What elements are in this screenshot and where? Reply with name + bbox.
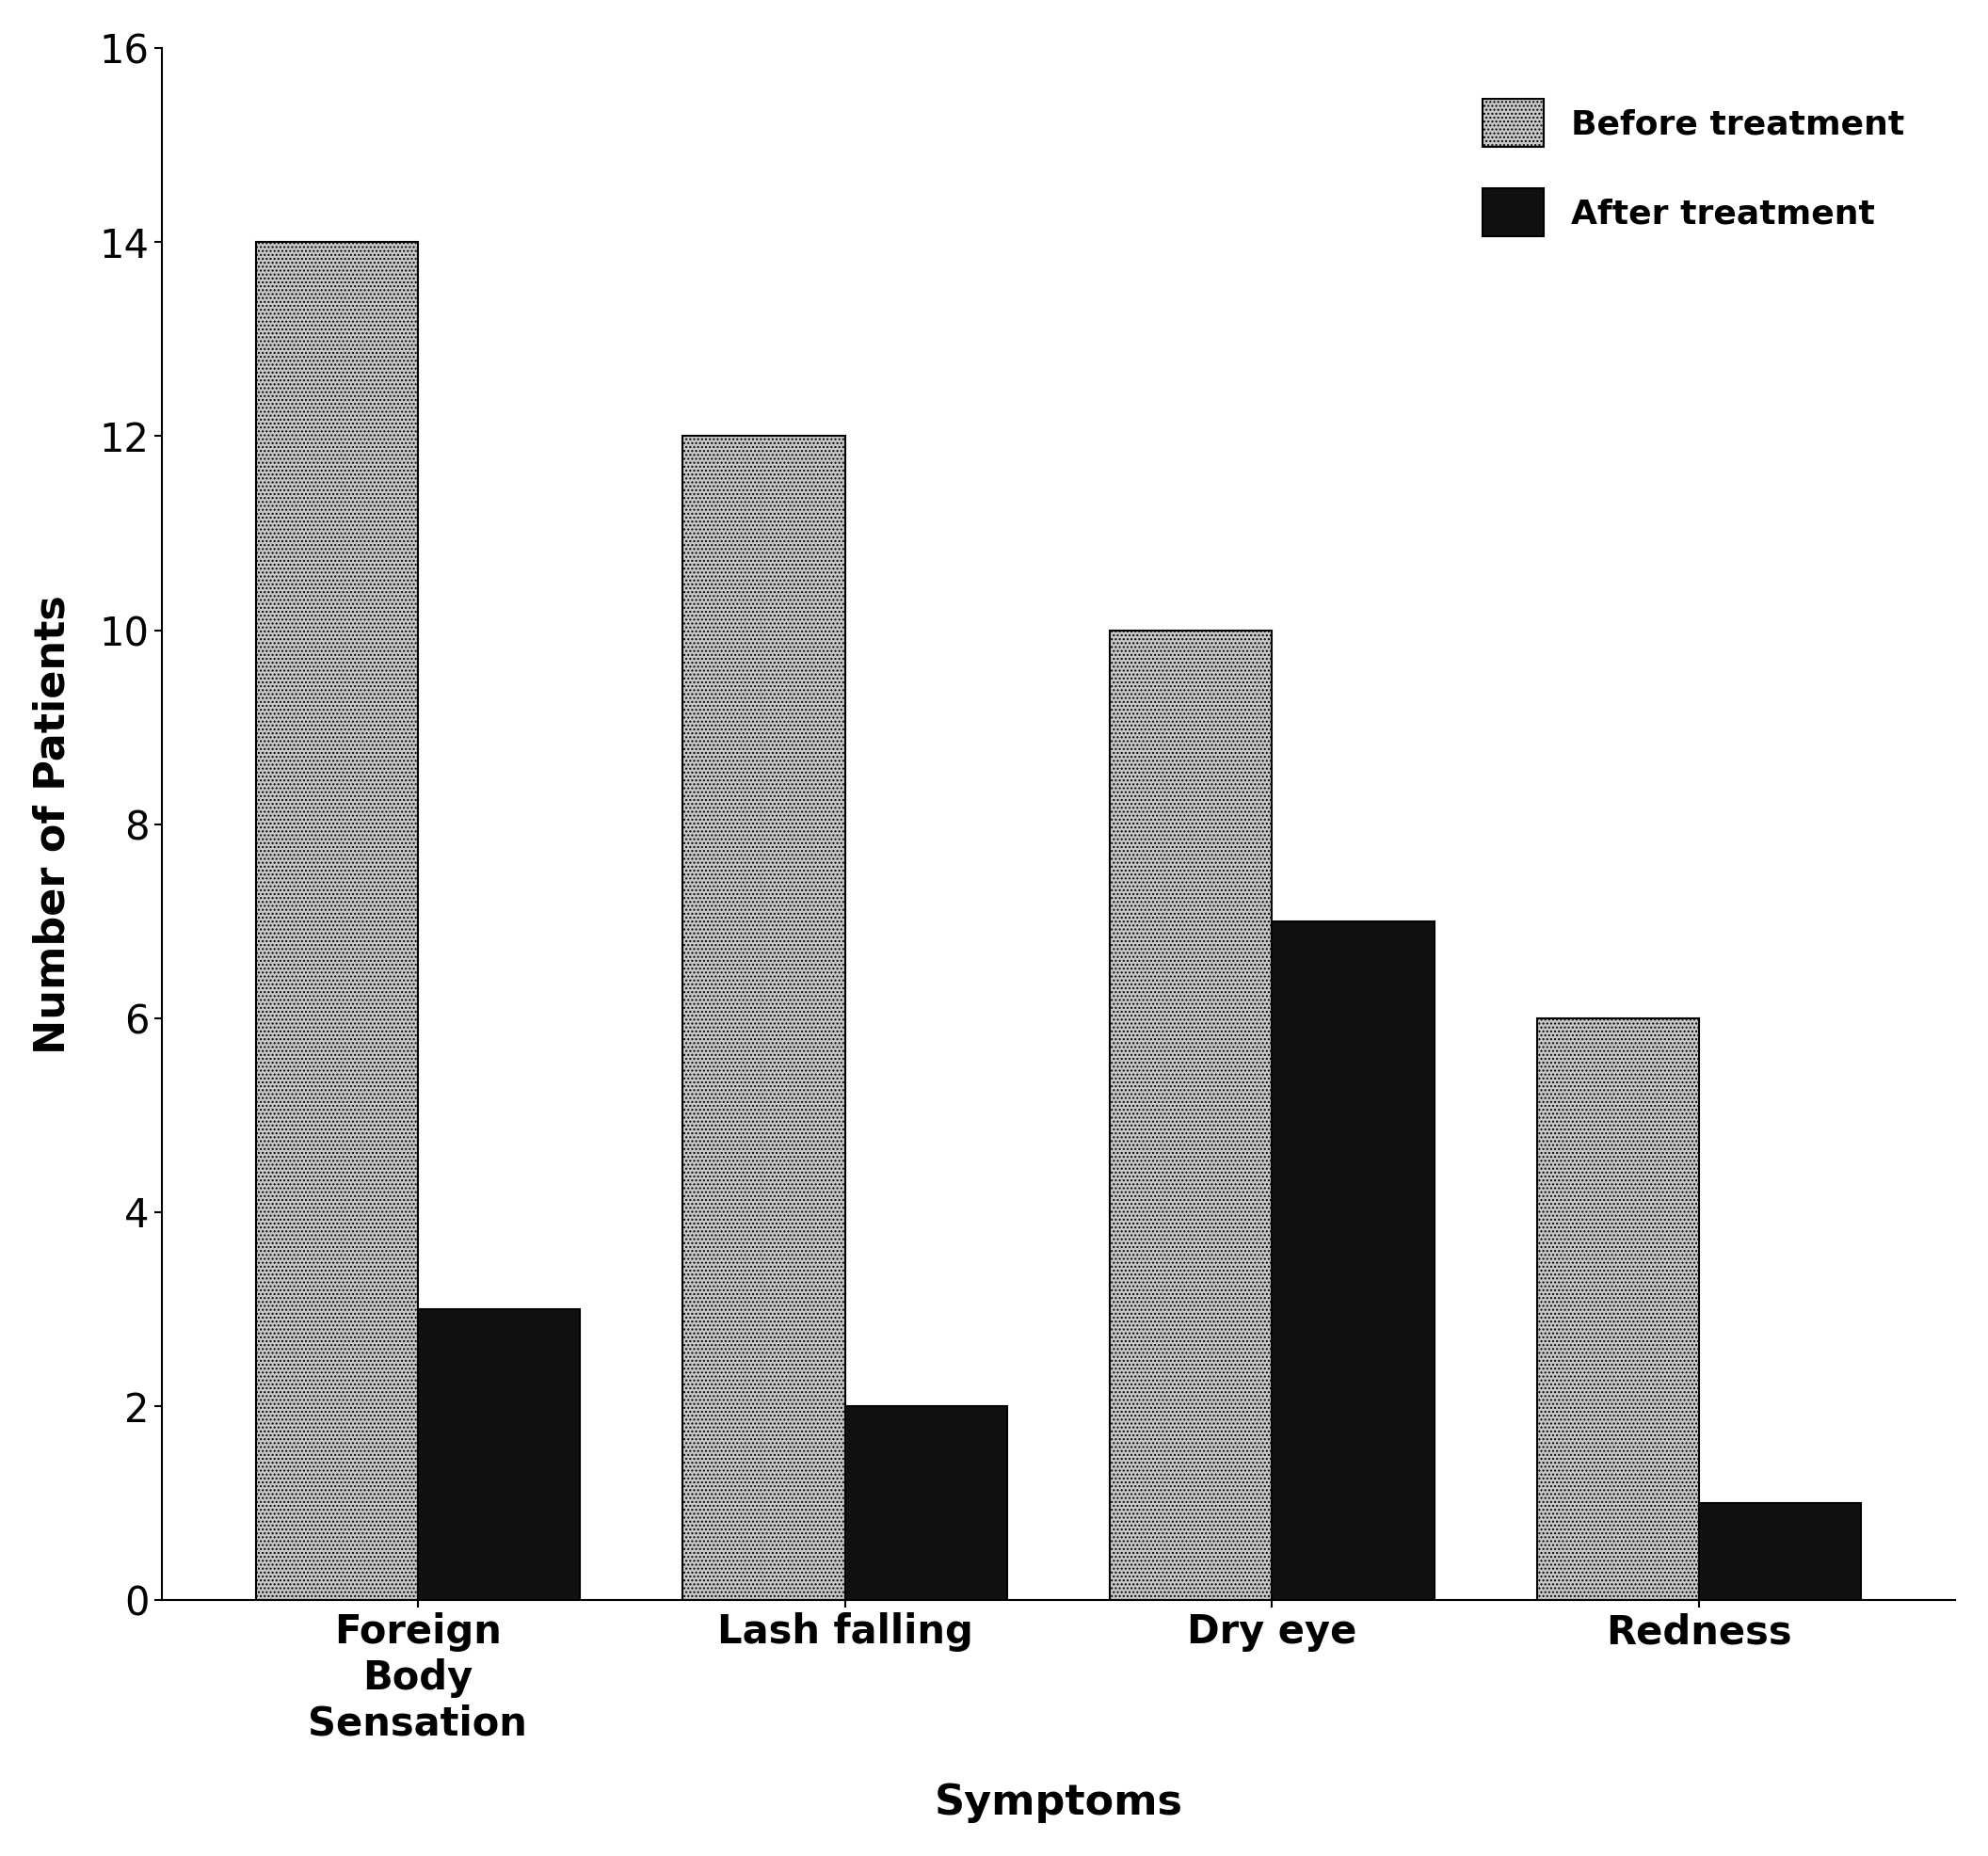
Bar — [1537, 1019, 1700, 1600]
Y-axis label: Number of Patients: Number of Patients — [32, 594, 74, 1054]
Bar — [1272, 921, 1433, 1600]
X-axis label: Symptoms: Symptoms — [934, 1784, 1183, 1823]
Bar — [682, 436, 845, 1600]
Bar — [256, 243, 417, 1600]
Bar — [1109, 631, 1272, 1600]
Bar — [845, 1407, 1008, 1600]
Legend: Before treatment, After treatment: Before treatment, After treatment — [1449, 65, 1938, 271]
Bar — [1700, 1503, 1861, 1600]
Bar — [417, 1308, 580, 1600]
